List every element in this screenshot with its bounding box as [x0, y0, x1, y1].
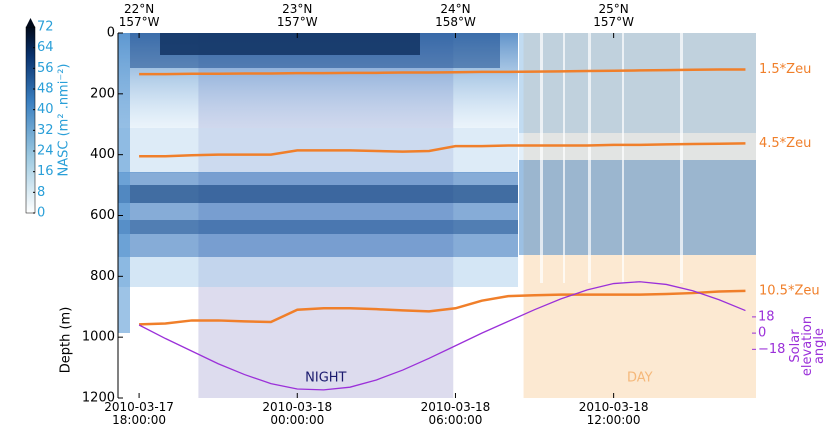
y-tick-label: 600 — [90, 208, 115, 223]
echogram — [118, 33, 756, 333]
y-tick-label: 200 — [90, 86, 115, 101]
region-label: NIGHT — [305, 371, 346, 386]
y-tick-label: 1000 — [82, 330, 115, 345]
x-tick-label: 2010-03-17 18:00:00 — [104, 400, 174, 427]
y2-tick-label: 0 — [758, 326, 766, 341]
top-tick-label: 22°N 157°W — [118, 2, 160, 29]
colorbar-label: NASC (m² .nmi⁻²) — [57, 64, 72, 177]
colorbar-tick-label: 24 — [37, 144, 54, 159]
colorbar-tick-label: 8 — [37, 185, 45, 200]
series-label: 4.5*Zeu — [759, 136, 811, 151]
y-tick-label: 800 — [90, 269, 115, 284]
series-label: 10.5*Zeu — [759, 283, 820, 298]
colorbar-tick-label: 64 — [37, 40, 54, 55]
colorbar-tick-label: 56 — [37, 61, 54, 76]
zeu-line — [139, 289, 746, 326]
y-axis-label: Depth (m) — [59, 307, 74, 374]
x-tick-label: 2010-03-18 06:00:00 — [420, 400, 491, 427]
top-tick-label: 23°N 157°W — [276, 2, 318, 29]
top-tick-label: 24°N 158°W — [435, 2, 476, 29]
y-tick-label: 0 — [107, 26, 115, 41]
colorbar-tick-label: 72 — [37, 20, 54, 35]
y-tick-label: 400 — [90, 147, 115, 162]
zeu-line — [139, 142, 746, 158]
top-tick-label: 25°N 157°W — [593, 2, 635, 29]
colorbar-tick-label: 48 — [37, 82, 54, 97]
y2-tick-label: 18 — [758, 309, 775, 324]
region-label: DAY — [627, 371, 653, 386]
x-tick-label: 2010-03-18 12:00:00 — [578, 400, 649, 427]
colorbar-tick-label: 16 — [37, 164, 54, 179]
colorbar — [25, 26, 36, 214]
solar-line — [138, 281, 746, 391]
colorbar-tick-label: 32 — [37, 123, 54, 138]
y2-axis-label: Solar elevation angle — [788, 315, 827, 377]
series-label: 1.5*Zeu — [759, 62, 811, 77]
colorbar-extend — [26, 18, 35, 27]
colorbar-tick-label: 0 — [37, 206, 45, 221]
y2-tick-label: −18 — [758, 342, 785, 357]
x-tick-label: 2010-03-18 00:00:00 — [262, 400, 333, 427]
y-tick-label: 1200 — [82, 391, 115, 406]
colorbar-tick-label: 40 — [37, 102, 54, 117]
zeu-line — [139, 68, 746, 76]
